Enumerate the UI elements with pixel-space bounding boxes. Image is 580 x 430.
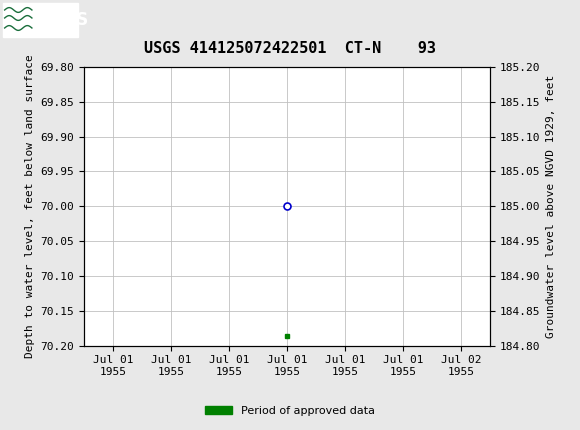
Y-axis label: Groundwater level above NGVD 1929, feet: Groundwater level above NGVD 1929, feet <box>546 75 556 338</box>
Text: USGS: USGS <box>38 11 89 29</box>
Y-axis label: Depth to water level, feet below land surface: Depth to water level, feet below land su… <box>25 55 35 358</box>
Text: USGS 414125072422501  CT-N    93: USGS 414125072422501 CT-N 93 <box>144 41 436 56</box>
Legend: Period of approved data: Period of approved data <box>200 401 380 420</box>
Bar <box>3 3 78 37</box>
